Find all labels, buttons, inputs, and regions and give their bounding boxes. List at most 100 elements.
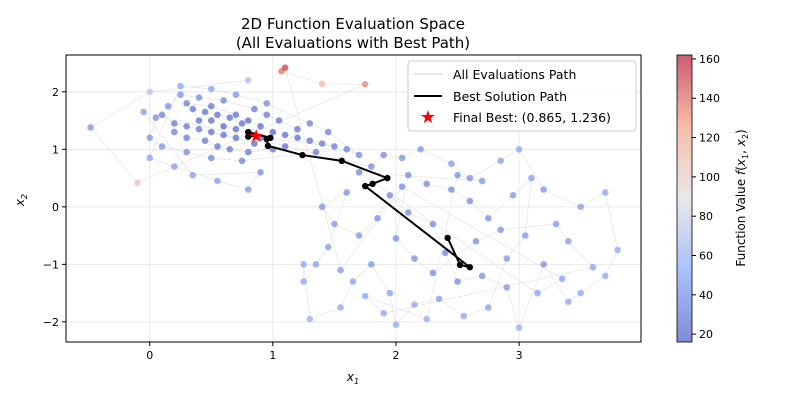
evaluation-point [398,154,406,162]
evaluation-point [355,151,363,159]
evaluation-point [263,111,270,119]
evaluation-point [269,128,277,136]
y-axis-label: x2 [13,194,29,207]
evaluation-point [306,120,314,127]
evaluation-point [331,220,338,228]
evaluation-point [337,266,344,274]
evaluation-point [183,134,190,142]
evaluation-point [238,157,246,165]
evaluation-point [294,134,301,142]
evaluation-point [380,309,387,317]
evaluation-point [232,91,240,98]
evaluation-point [386,192,394,199]
evaluation-point [257,169,264,176]
evaluation-point [158,143,166,150]
evaluation-point [398,183,406,191]
x-axis-label: x1 [346,370,359,386]
evaluation-point [207,117,215,124]
evaluation-point [171,128,178,136]
evaluation-point [312,148,320,156]
evaluation-point [380,151,387,159]
evaluation-point [361,292,369,300]
evaluation-point [503,284,511,291]
evaluation-point [152,114,160,121]
best-path-point [299,151,306,159]
evaluation-point [251,140,258,147]
evaluation-point [368,163,375,170]
y-tick-label: 1 [52,143,59,156]
evaluation-point [454,278,461,285]
evaluation-point [601,189,609,196]
legend-final-best: Final Best: (0.865, 1.236) [453,110,611,125]
evaluation-point [343,146,351,153]
x-tick-label: 3 [516,349,523,362]
evaluation-point [565,238,572,245]
evaluation-point [171,163,178,170]
evaluation-point [423,180,431,188]
evaluation-point [278,67,285,75]
best-path-point [267,134,274,142]
evaluation-point [324,243,332,251]
evaluation-point [423,315,431,323]
chart-title: 2D Function Evaluation Space [241,15,465,33]
legend-box [407,60,637,132]
evaluation-point [164,102,172,110]
colorbar-tick-label: 160 [699,53,720,66]
colorbar-tick-label: 40 [699,289,713,302]
evaluation-point [565,298,572,306]
evaluation-point [448,160,455,168]
y-tick-label: 2 [52,86,59,99]
evaluation-point [521,232,529,239]
evaluation-point [214,177,221,185]
evaluation-point [306,137,314,144]
evaluation-point [337,304,344,311]
evaluation-point [515,146,523,153]
evaluation-point [460,312,467,320]
evaluation-point [226,146,234,153]
evaluation-point [220,131,227,139]
evaluation-point [257,123,264,130]
best-path-point [245,128,252,136]
evaluation-point [244,117,252,124]
evaluation-point [195,117,203,124]
evaluation-point [324,128,332,136]
evaluation-point [183,123,190,130]
best-solution-path [247,130,471,269]
evaluation-point [177,91,184,98]
evaluation-point [207,102,215,110]
best-path-point [369,180,376,188]
evaluation-point [404,209,412,216]
colorbar-tick-label: 100 [699,171,720,184]
x-tick-label: 1 [269,349,276,362]
evaluation-point [601,272,609,280]
evaluation-point [497,226,504,234]
evaluation-point [134,179,141,186]
evaluation-point [441,249,449,257]
final-best-star: ★ [248,126,264,147]
evaluation-point [251,105,258,113]
evaluation-point [189,105,197,113]
evaluation-point [207,154,215,162]
evaluation-point [404,171,412,179]
evaluation-point [220,123,227,130]
evaluation-point [306,315,314,323]
evaluation-point [232,111,240,119]
plot-frame [65,54,642,343]
best-path-point [245,133,252,140]
evaluation-point [558,275,566,283]
colorbar-label: Function Value f(x1, x2) [734,129,750,266]
evaluation-point [386,289,394,297]
chart-subtitle: (All Evaluations with Best Path) [236,34,470,52]
evaluation-point [244,186,252,193]
evaluation-point [478,177,486,185]
evaluation-point [300,261,307,268]
best-path-point [338,157,346,165]
legend-best-path: Best Solution Path [453,89,567,104]
evaluation-point [146,154,154,162]
evaluation-point [244,148,252,156]
evaluation-point [158,111,166,119]
colorbar-tick-label: 140 [699,92,720,105]
evaluation-point [368,261,375,268]
evaluation-point [281,131,289,139]
